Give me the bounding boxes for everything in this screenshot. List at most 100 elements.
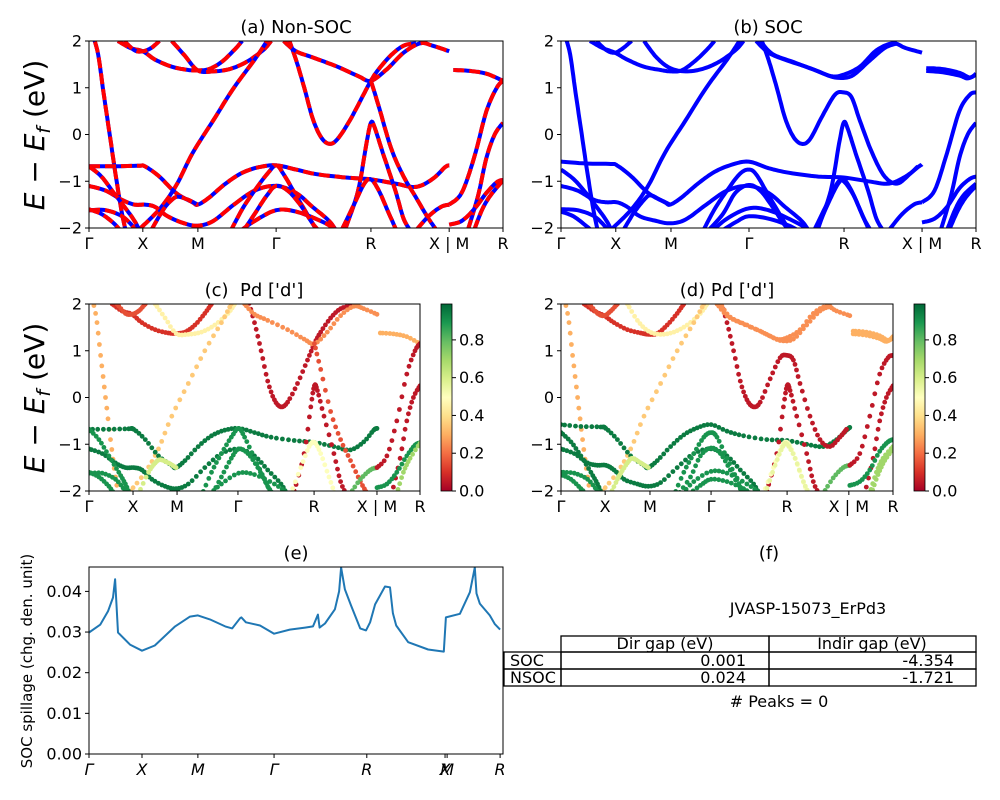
bands bbox=[561, 41, 976, 228]
projection-point bbox=[662, 372, 668, 378]
projection-point bbox=[255, 333, 261, 339]
projection-point bbox=[875, 426, 881, 432]
projection-point bbox=[871, 482, 877, 488]
projection-point bbox=[867, 333, 873, 339]
band-line-dashed bbox=[282, 41, 450, 84]
projection-point bbox=[801, 479, 806, 484]
projection-point bbox=[584, 492, 589, 497]
projection-point bbox=[211, 464, 217, 470]
projection-point bbox=[302, 363, 308, 368]
projection-point bbox=[813, 443, 818, 449]
y-tick-label: 2 bbox=[544, 32, 554, 51]
projection-point bbox=[724, 311, 730, 317]
x-tick-label: Γ bbox=[557, 234, 566, 253]
panel-e: 0.000.010.020.030.04Γ X M Γ R XM R bbox=[46, 566, 506, 779]
table-cell-nsoc-dir: 0.024 bbox=[700, 668, 746, 687]
projection-point bbox=[407, 405, 413, 410]
projection-point bbox=[734, 364, 740, 369]
projection-point bbox=[323, 322, 328, 328]
projection-point bbox=[297, 438, 302, 444]
projection-point bbox=[401, 436, 406, 442]
projection-point bbox=[188, 451, 194, 457]
projection-point bbox=[118, 503, 123, 508]
projection-point bbox=[754, 327, 760, 333]
projection-point bbox=[691, 451, 697, 456]
projection-point bbox=[805, 406, 810, 411]
projection-point bbox=[567, 423, 573, 428]
projection-point bbox=[794, 461, 800, 467]
projection-point bbox=[98, 353, 103, 358]
y-tick-label: 0.03 bbox=[46, 623, 82, 642]
projection-point bbox=[608, 430, 614, 436]
projection-point bbox=[778, 426, 783, 432]
projection-point bbox=[202, 465, 208, 470]
projection-point bbox=[265, 318, 271, 323]
projection-point bbox=[117, 490, 119, 491]
projection-point bbox=[315, 388, 320, 393]
projection-point bbox=[794, 367, 799, 373]
projection-point bbox=[790, 398, 796, 404]
projection-point bbox=[374, 311, 380, 317]
projection-point bbox=[787, 388, 793, 393]
projection-point bbox=[769, 437, 775, 443]
projection-point bbox=[818, 493, 823, 498]
projection-point bbox=[224, 442, 229, 448]
projection-point bbox=[580, 488, 586, 491]
projection-point bbox=[316, 358, 322, 364]
band-line-dashed bbox=[170, 41, 273, 74]
projection-point bbox=[749, 325, 755, 330]
projection-point bbox=[755, 489, 761, 491]
projection-point bbox=[340, 442, 346, 448]
projection-point bbox=[409, 399, 415, 405]
band-line-dashed bbox=[448, 177, 503, 227]
band-line bbox=[722, 214, 799, 228]
band-line-dashed bbox=[415, 202, 450, 228]
projection-point bbox=[206, 476, 212, 481]
projection-point bbox=[321, 413, 327, 419]
projection-point bbox=[866, 475, 871, 481]
projection-point bbox=[737, 467, 743, 473]
projection-point bbox=[884, 454, 890, 460]
plot-frame bbox=[560, 303, 894, 492]
projection-point bbox=[165, 422, 171, 427]
projection-point bbox=[716, 477, 722, 483]
projection-point bbox=[879, 365, 885, 371]
projection-point bbox=[258, 348, 264, 354]
projection-point bbox=[670, 356, 676, 361]
projection-point bbox=[322, 442, 327, 447]
bands bbox=[87, 288, 420, 508]
projection-point bbox=[615, 437, 620, 442]
projection-point bbox=[739, 478, 745, 484]
projection-point bbox=[87, 288, 92, 293]
projection-point bbox=[349, 490, 352, 491]
projection-point bbox=[248, 428, 253, 434]
projection-point bbox=[344, 491, 349, 496]
projection-point bbox=[96, 449, 101, 455]
colorbar-c-gradient bbox=[440, 303, 453, 492]
projection-point bbox=[725, 463, 731, 468]
projection-point bbox=[252, 430, 257, 435]
colorbar-tick-label: 0.8 bbox=[932, 330, 957, 349]
projection-point bbox=[718, 451, 723, 456]
projection-point bbox=[95, 426, 101, 432]
projection-point bbox=[244, 439, 250, 444]
projection-point bbox=[687, 482, 693, 488]
projection-point bbox=[807, 318, 813, 324]
projection-point bbox=[185, 455, 191, 460]
projection-point bbox=[143, 474, 149, 480]
band-line bbox=[712, 205, 811, 228]
projection-point bbox=[804, 319, 810, 324]
projection-point bbox=[714, 434, 720, 440]
projection-point bbox=[252, 320, 257, 326]
projection-point bbox=[355, 480, 361, 486]
projection-point bbox=[695, 476, 701, 481]
projection-point bbox=[283, 489, 288, 491]
band-line bbox=[815, 178, 872, 228]
projection-point bbox=[407, 455, 413, 461]
projection-point bbox=[814, 488, 820, 491]
projection-point bbox=[391, 490, 393, 491]
projection-point bbox=[286, 490, 289, 491]
projection-point bbox=[202, 348, 208, 354]
projection-point bbox=[789, 392, 794, 398]
projection-point bbox=[142, 304, 148, 307]
